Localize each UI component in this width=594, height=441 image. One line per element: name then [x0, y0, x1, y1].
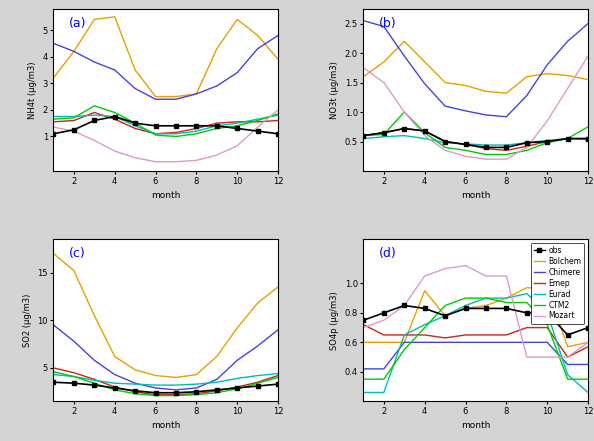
- X-axis label: month: month: [461, 422, 491, 430]
- X-axis label: month: month: [151, 191, 181, 200]
- Y-axis label: SO2 (μg/m3): SO2 (μg/m3): [23, 294, 32, 347]
- Y-axis label: NO3t (μg/m3): NO3t (μg/m3): [330, 61, 339, 119]
- X-axis label: month: month: [461, 191, 491, 200]
- Text: (d): (d): [379, 247, 397, 260]
- Text: (a): (a): [69, 17, 87, 30]
- Y-axis label: SO4p (μg/m3): SO4p (μg/m3): [330, 291, 339, 350]
- X-axis label: month: month: [151, 422, 181, 430]
- Legend: obs, Bolchem, Chimere, Emep, Eurad, CTM2, Mozart: obs, Bolchem, Chimere, Emep, Eurad, CTM2…: [530, 243, 584, 324]
- Text: (b): (b): [379, 17, 397, 30]
- Y-axis label: NH4t (μg/m3): NH4t (μg/m3): [28, 61, 37, 119]
- Text: (c): (c): [69, 247, 86, 260]
